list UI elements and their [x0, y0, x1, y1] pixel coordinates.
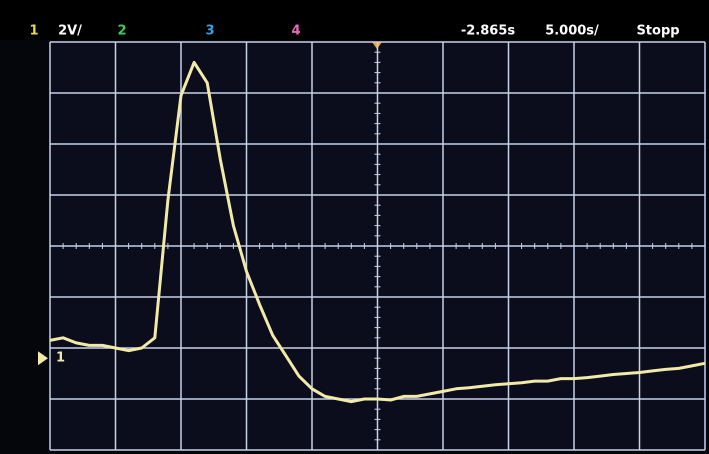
ground-marker-label: 1 [56, 351, 65, 366]
status-label: -2.865s [461, 24, 516, 39]
status-label: 5.000s/ [545, 24, 599, 39]
oscilloscope-screen: 1 2V/2 3 4 -2.865s 5.000s/Stopp 1 [0, 0, 709, 454]
status-label: Stopp [636, 24, 679, 39]
status-label: 2V/ [58, 24, 82, 39]
status-label: 2 [117, 24, 126, 39]
page: {"status_bar": { "items": [ {"text": "1"… [0, 0, 709, 454]
status-label: 1 [29, 24, 38, 39]
status-label: 3 [205, 24, 214, 39]
status-bar [0, 0, 709, 40]
status-label: 4 [291, 24, 300, 39]
